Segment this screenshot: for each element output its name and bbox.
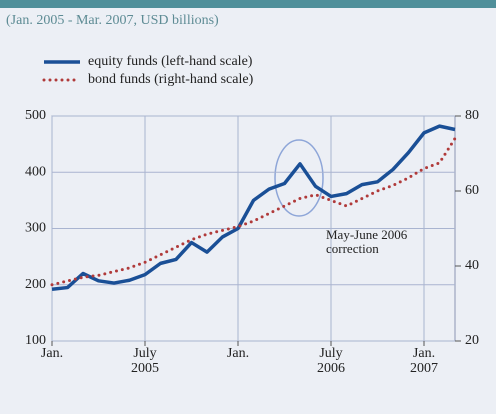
series-line (51, 124, 456, 291)
chart-subtitle: (Jan. 2005 - Mar. 2007, USD billions) (6, 13, 219, 28)
annotation: May-June 2006 (326, 227, 408, 242)
legend-label: equity funds (left-hand scale) (88, 54, 253, 69)
x-tick-label: July 2005 (131, 346, 159, 376)
y2-tick-label: 20 (465, 333, 479, 348)
x-tick-label: July 2006 (317, 346, 345, 376)
x-tick-label: Jan. 2007 (410, 346, 438, 376)
y-tick-label: 200 (25, 277, 46, 292)
legend-label: bond funds (right-hand scale) (88, 72, 254, 87)
y2-tick-label: 40 (465, 258, 479, 273)
header-bar (0, 0, 496, 8)
y-tick-label: 400 (25, 164, 46, 179)
y-tick-label: 500 (25, 108, 46, 123)
x-tick-label: Jan. (227, 346, 249, 361)
x-tick-label: Jan. (41, 346, 63, 361)
highlight-ellipse (274, 139, 324, 217)
annotation: correction (326, 241, 379, 256)
y-tick-label: 300 (25, 221, 46, 236)
series-line (50, 137, 457, 287)
y-tick-label: 100 (25, 333, 46, 348)
y2-tick-label: 80 (465, 108, 479, 123)
y2-tick-label: 60 (465, 183, 479, 198)
